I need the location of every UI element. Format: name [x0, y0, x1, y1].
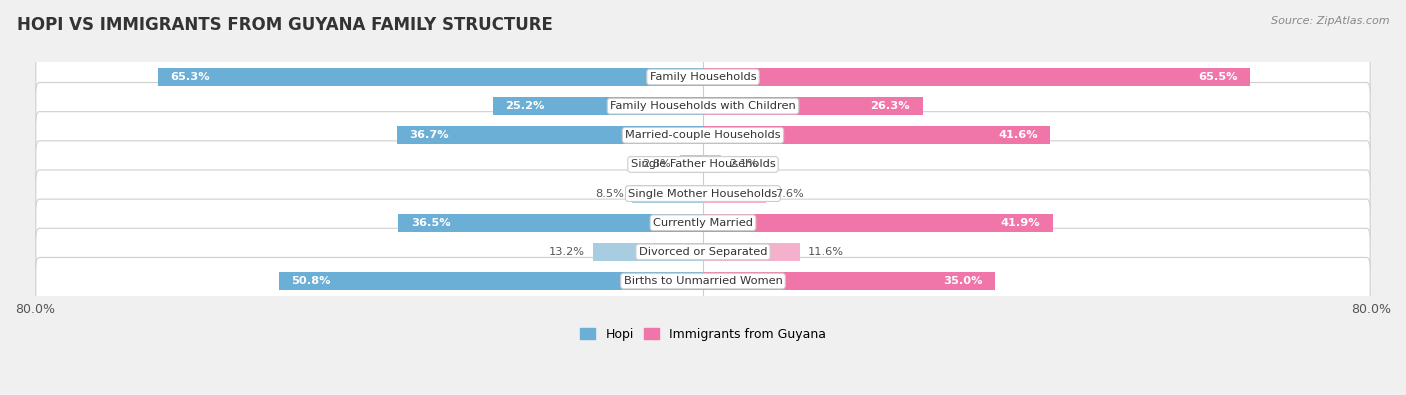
Bar	[703, 97, 922, 115]
Text: 2.1%: 2.1%	[728, 160, 758, 169]
FancyBboxPatch shape	[35, 199, 1371, 246]
Bar	[278, 272, 703, 290]
Text: Married-couple Households: Married-couple Households	[626, 130, 780, 140]
Text: 41.9%: 41.9%	[1001, 218, 1040, 228]
FancyBboxPatch shape	[35, 83, 1371, 130]
Text: Single Father Households: Single Father Households	[631, 160, 775, 169]
FancyBboxPatch shape	[35, 258, 1371, 305]
FancyBboxPatch shape	[35, 141, 1371, 188]
FancyBboxPatch shape	[35, 228, 1371, 276]
Text: 11.6%: 11.6%	[808, 247, 844, 257]
Text: 13.2%: 13.2%	[548, 247, 585, 257]
Bar	[679, 155, 703, 173]
Bar	[398, 214, 703, 232]
Text: 50.8%: 50.8%	[291, 276, 330, 286]
Text: Divorced or Separated: Divorced or Separated	[638, 247, 768, 257]
Bar	[703, 243, 800, 261]
Bar	[703, 272, 995, 290]
Text: 41.6%: 41.6%	[998, 130, 1038, 140]
Text: HOPI VS IMMIGRANTS FROM GUYANA FAMILY STRUCTURE: HOPI VS IMMIGRANTS FROM GUYANA FAMILY ST…	[17, 16, 553, 34]
Bar	[593, 243, 703, 261]
Bar	[157, 68, 703, 86]
Text: Family Households with Children: Family Households with Children	[610, 101, 796, 111]
Bar	[703, 155, 720, 173]
Text: Single Mother Households: Single Mother Households	[628, 188, 778, 199]
Text: Source: ZipAtlas.com: Source: ZipAtlas.com	[1271, 16, 1389, 26]
Text: 65.5%: 65.5%	[1198, 72, 1237, 82]
FancyBboxPatch shape	[35, 53, 1371, 101]
FancyBboxPatch shape	[35, 112, 1371, 159]
Bar	[703, 214, 1053, 232]
Bar	[396, 126, 703, 144]
Bar	[633, 184, 703, 203]
Text: Births to Unmarried Women: Births to Unmarried Women	[624, 276, 782, 286]
Bar	[492, 97, 703, 115]
Bar	[703, 126, 1050, 144]
Text: 36.5%: 36.5%	[411, 218, 450, 228]
Text: 8.5%: 8.5%	[595, 188, 624, 199]
Text: 35.0%: 35.0%	[943, 276, 983, 286]
Text: Currently Married: Currently Married	[652, 218, 754, 228]
Text: 2.8%: 2.8%	[643, 160, 671, 169]
Text: 65.3%: 65.3%	[170, 72, 209, 82]
Text: 26.3%: 26.3%	[870, 101, 910, 111]
Bar	[703, 68, 1250, 86]
Bar	[703, 184, 766, 203]
Text: 25.2%: 25.2%	[505, 101, 544, 111]
Legend: Hopi, Immigrants from Guyana: Hopi, Immigrants from Guyana	[581, 328, 825, 341]
Text: Family Households: Family Households	[650, 72, 756, 82]
FancyBboxPatch shape	[35, 170, 1371, 217]
Text: 7.6%: 7.6%	[775, 188, 804, 199]
Text: 36.7%: 36.7%	[409, 130, 449, 140]
